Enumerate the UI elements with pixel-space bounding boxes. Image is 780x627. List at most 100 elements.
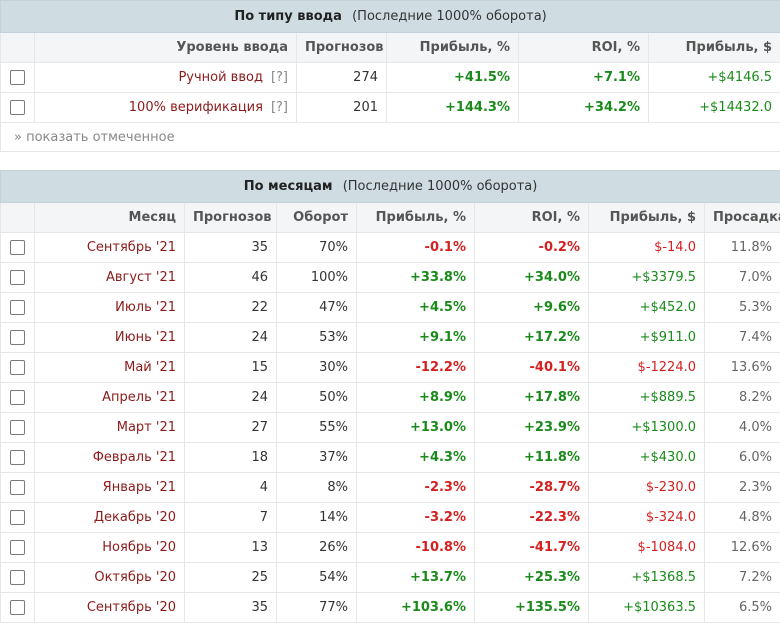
- col-profit-pct[interactable]: Прибыль, %: [356, 202, 475, 233]
- profit-usd-cell: +$4146.5: [647, 62, 780, 93]
- profit-usd-cell: +$889.5: [588, 382, 705, 413]
- roi-cell: +17.8%: [474, 382, 589, 413]
- show-selected-link[interactable]: » показать отмеченное: [14, 129, 175, 145]
- roi-cell: -0.2%: [474, 232, 589, 263]
- row-checkbox[interactable]: [10, 240, 25, 255]
- month-cell: Декабрь '20: [34, 502, 185, 533]
- forecasts-cell: 15: [184, 352, 277, 383]
- col-roi[interactable]: ROI, %: [518, 32, 649, 63]
- row-checkbox[interactable]: [10, 510, 25, 525]
- show-selected-row: » показать отмеченное: [0, 122, 780, 152]
- col-level[interactable]: Уровень ввода: [34, 32, 297, 63]
- col-profit-usd[interactable]: Прибыль, $: [647, 32, 780, 63]
- row-checkbox[interactable]: [10, 600, 25, 615]
- col-drawdown[interactable]: Просадка: [703, 202, 780, 233]
- section-spacer: [0, 152, 780, 170]
- col-forecasts[interactable]: Прогнозов: [296, 32, 387, 63]
- forecasts-cell: 35: [184, 592, 277, 623]
- profit-usd-cell: $-1224.0: [588, 352, 705, 383]
- help-link[interactable]: [?]: [270, 100, 288, 115]
- row-checkbox[interactable]: [10, 390, 25, 405]
- forecasts-cell: 25: [184, 562, 277, 593]
- forecasts-cell: 46: [184, 262, 277, 293]
- col-roi[interactable]: ROI, %: [474, 202, 589, 233]
- drawdown-cell: 7.0%: [703, 262, 780, 293]
- roi-cell: +17.2%: [474, 322, 589, 353]
- monthly-header: По месяцам (Последние 1000% оборота): [0, 170, 780, 203]
- row-checkbox[interactable]: [10, 330, 25, 345]
- input-level-column-headers: Уровень ввода Прогнозов Прибыль, % ROI, …: [0, 32, 780, 63]
- col-turnover[interactable]: Оборот: [276, 202, 357, 233]
- col-forecasts[interactable]: Прогнозов: [184, 202, 277, 233]
- roi-cell: -28.7%: [474, 472, 589, 503]
- drawdown-cell: 2.3%: [703, 472, 780, 503]
- month-cell: Июль '21: [34, 292, 185, 323]
- profit-pct-cell: +103.6%: [356, 592, 475, 623]
- row-checkbox[interactable]: [10, 270, 25, 285]
- input-level-name: 100% верификация [?]: [34, 92, 297, 123]
- profit-pct-cell: +13.7%: [356, 562, 475, 593]
- roi-cell: +25.3%: [474, 562, 589, 593]
- profit-usd-cell: +$3379.5: [588, 262, 705, 293]
- forecasts-cell: 13: [184, 532, 277, 563]
- profit-pct-cell: -12.2%: [356, 352, 475, 383]
- roi-cell: -22.3%: [474, 502, 589, 533]
- roi-cell: +34.0%: [474, 262, 589, 293]
- profit-usd-cell: +$14432.0: [647, 92, 780, 123]
- forecasts-cell: 4: [184, 472, 277, 503]
- profit-usd-cell: +$1368.5: [588, 562, 705, 593]
- table-row: 100% верификация [?] 201 +144.3% +34.2% +$144…: [0, 92, 780, 123]
- table-row: Март '21 27 55% +13.0% +23.9% +$1300.0 4.0%: [0, 412, 780, 443]
- col-month[interactable]: Месяц: [34, 202, 185, 233]
- roi-cell: +9.6%: [474, 292, 589, 323]
- profit-pct-cell: -0.1%: [356, 232, 475, 263]
- table-row: Ноябрь '20 13 26% -10.8% -41.7% $-1084.0 12.6%: [0, 532, 780, 563]
- row-checkbox[interactable]: [10, 420, 25, 435]
- month-cell: Февраль '21: [34, 442, 185, 473]
- turnover-cell: 37%: [276, 442, 357, 473]
- col-profit-pct[interactable]: Прибыль, %: [386, 32, 519, 63]
- profit-pct-cell: -3.2%: [356, 502, 475, 533]
- profit-usd-cell: +$430.0: [588, 442, 705, 473]
- col-profit-usd[interactable]: Прибыль, $: [588, 202, 705, 233]
- month-cell: Август '21: [34, 262, 185, 293]
- profit-pct-cell: -10.8%: [356, 532, 475, 563]
- forecasts-cell: 7: [184, 502, 277, 533]
- roi-cell: +135.5%: [474, 592, 589, 623]
- help-link[interactable]: [?]: [270, 70, 288, 85]
- turnover-cell: 26%: [276, 532, 357, 563]
- forecasts-cell: 27: [184, 412, 277, 443]
- row-checkbox[interactable]: [10, 570, 25, 585]
- forecasts-cell: 22: [184, 292, 277, 323]
- drawdown-cell: 12.6%: [703, 532, 780, 563]
- row-checkbox[interactable]: [10, 480, 25, 495]
- table-row: Октябрь '20 25 54% +13.7% +25.3% +$1368.5 7.2%: [0, 562, 780, 593]
- roi-cell: -41.7%: [474, 532, 589, 563]
- profit-pct-cell: +144.3%: [386, 92, 519, 123]
- month-cell: Сентябрь '20: [34, 592, 185, 623]
- profit-pct-cell: -2.3%: [356, 472, 475, 503]
- profit-usd-cell: +$10363.5: [588, 592, 705, 623]
- forecasts-cell: 24: [184, 322, 277, 353]
- drawdown-cell: 11.8%: [703, 232, 780, 263]
- turnover-cell: 47%: [276, 292, 357, 323]
- month-cell: Июнь '21: [34, 322, 185, 353]
- roi-cell: +11.8%: [474, 442, 589, 473]
- row-checkbox[interactable]: [10, 360, 25, 375]
- profit-pct-cell: +9.1%: [356, 322, 475, 353]
- row-checkbox[interactable]: [10, 70, 25, 85]
- row-checkbox[interactable]: [10, 300, 25, 315]
- turnover-cell: 70%: [276, 232, 357, 263]
- drawdown-cell: 6.0%: [703, 442, 780, 473]
- forecasts-cell: 274: [296, 62, 387, 93]
- row-checkbox[interactable]: [10, 100, 25, 115]
- roi-cell: +34.2%: [518, 92, 649, 123]
- month-cell: Сентябрь '21: [34, 232, 185, 263]
- row-checkbox[interactable]: [10, 450, 25, 465]
- table-row: Ручной ввод [?] 274 +41.5% +7.1% +$4146.5: [0, 62, 780, 93]
- turnover-cell: 53%: [276, 322, 357, 353]
- row-checkbox[interactable]: [10, 540, 25, 555]
- drawdown-cell: 7.2%: [703, 562, 780, 593]
- forecasts-cell: 24: [184, 382, 277, 413]
- forecasts-cell: 201: [296, 92, 387, 123]
